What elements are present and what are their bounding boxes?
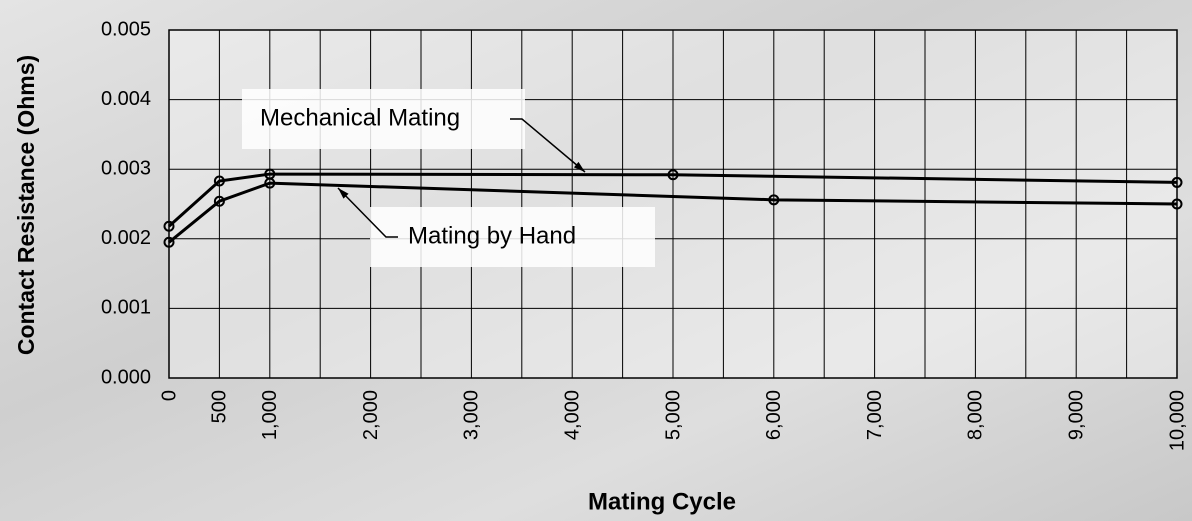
series-label: Mating by Hand [408,222,576,249]
x-tick-label: 9,000 [1065,390,1087,440]
x-axis-label: Mating Cycle [588,488,736,515]
x-tick-label: 3,000 [461,390,483,440]
x-tick-label: 8,000 [965,390,987,440]
y-tick-label: 0.003 [101,157,151,179]
y-tick-label: 0.001 [101,297,151,319]
x-tick-label: 500 [209,390,231,423]
y-axis-label: Contact Resistance (Ohms) [13,55,39,355]
x-tick-label: 5,000 [662,390,684,440]
x-tick-label: 1,000 [259,390,281,440]
y-tick-label: 0.002 [101,227,151,249]
x-tick-label: 2,000 [360,390,382,440]
y-tick-label: 0.005 [101,18,151,40]
x-tick-label: 0 [158,390,180,401]
series-label: Mechanical Mating [260,104,460,131]
y-tick-label: 0.004 [101,88,151,110]
x-tick-label: 6,000 [763,390,785,440]
chart: Mating Cycle Contact Resistance (Ohms) 0… [0,0,1192,521]
y-tick-label: 0.000 [101,366,151,388]
x-tick-label: 7,000 [864,390,886,440]
x-tick-label: 4,000 [561,390,583,440]
x-tick-label: 10,000 [1166,390,1188,451]
